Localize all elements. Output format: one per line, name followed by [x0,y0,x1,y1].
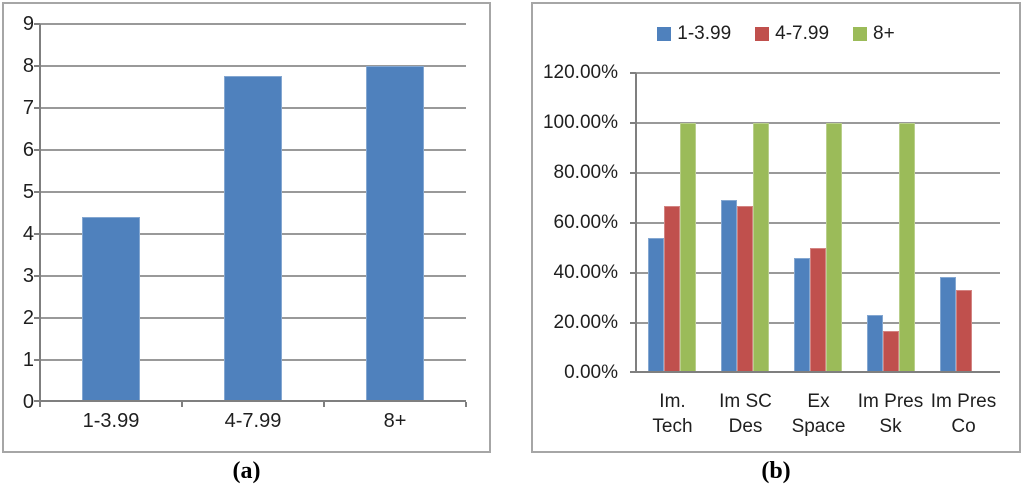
x-axis-tick [181,402,183,407]
y-axis-tick-label: 3 [22,265,34,287]
y-axis-tick [630,371,636,373]
y-axis-tick [630,272,636,274]
x-axis-category-label: Ex Space [791,391,846,437]
y-axis-tick-label: 7 [22,97,34,119]
legend-item-8plus: 8+ [853,23,895,45]
y-axis-tick [630,172,636,174]
y-axis-tick-label: 8 [22,55,34,77]
chart-b-plot-area [630,72,1000,373]
y-axis-tick-label: 6 [22,139,34,161]
x-axis-category-label: Im. Tech [652,391,693,437]
chart-b-bar [794,258,810,373]
y-axis-tick [34,107,40,109]
y-axis-tick-label: 60.00% [553,212,618,233]
chart-a-bar [366,66,424,402]
legend-label: 8+ [873,23,895,44]
y-axis-tick-label: 0 [22,391,34,413]
y-axis-tick [630,122,636,124]
x-axis-tick [39,402,41,407]
y-axis-tick [34,359,40,361]
gridline [636,222,1000,224]
gridline [40,65,466,67]
x-axis-category-label: 8+ [383,410,407,432]
y-axis-tick-label: 0.00% [564,362,618,383]
y-axis-tick [34,275,40,277]
y-axis-tick [34,400,40,402]
chart-b-bar [956,290,972,373]
y-axis-line [635,73,637,373]
y-axis-tick-label: 40.00% [553,262,618,283]
x-axis-category-label: 1-3.99 [82,410,140,432]
chart-a-bar [82,217,140,402]
x-axis-category-label: Im Pres Co [930,391,997,437]
y-axis-tick-label: 80.00% [553,162,618,183]
x-axis-tick [323,402,325,407]
chart-a-bar [224,76,282,402]
y-axis-tick [34,317,40,319]
chart-b-bar [680,123,696,373]
x-axis-category-label: Im SC Des [719,391,772,437]
chart-b-bar [648,238,664,373]
y-axis-tick-label: 2 [22,307,34,329]
x-axis-category-label: Im Pres Sk [857,391,924,437]
chart-a-x-axis-labels: 1-3.99 4-7.99 8+ [40,408,466,436]
y-axis-tick [34,191,40,193]
chart-b-legend: 1-3.99 4-7.99 8+ [533,22,1019,46]
gridline [40,23,466,25]
chart-b-bar [721,200,737,373]
y-axis-tick-label: 100.00% [542,112,618,133]
legend-swatch-red-icon [755,27,770,41]
y-axis-tick [34,149,40,151]
chart-a-panel: 0 1 2 3 4 5 6 7 8 9 1-3.99 4-7.99 8+ [2,2,491,453]
y-axis-tick [630,72,636,74]
legend-item-4-7.99: 4-7.99 [755,23,829,45]
chart-b-bar [810,248,826,373]
y-axis-tick-label: 20.00% [553,312,618,333]
y-axis-tick-label: 120.00% [542,62,618,83]
chart-b-bar [867,315,883,373]
x-axis-line [636,371,1000,373]
y-axis-tick-label: 5 [22,181,34,203]
y-axis-tick [34,23,40,25]
x-axis-category-label: 4-7.99 [224,410,282,432]
y-axis-tick [34,65,40,67]
chart-b-bar [940,277,956,373]
y-axis-line [39,24,41,407]
y-axis-tick [630,222,636,224]
x-axis-line [40,400,466,402]
chart-b-panel: 1-3.99 4-7.99 8+ 0.00% 20.00% 40.00% 60.00%… [531,2,1021,453]
legend-label: 4-7.99 [775,23,830,44]
y-axis-tick [630,322,636,324]
y-axis-tick-label: 9 [22,13,34,35]
gridline [636,122,1000,124]
legend-label: 1-3.99 [677,23,732,44]
gridline [636,172,1000,174]
legend-item-1-3.99: 1-3.99 [657,23,731,45]
x-axis-tick [465,402,467,407]
chart-b-bar [664,206,680,373]
caption-a: (a) [232,458,261,484]
chart-b-bar [737,206,753,373]
chart-a-y-axis-labels: 0 1 2 3 4 5 6 7 8 9 [8,13,34,413]
chart-b-bar [883,331,899,373]
y-axis-tick [34,233,40,235]
caption-b: (b) [761,458,791,484]
y-axis-tick-label: 4 [22,223,34,245]
legend-swatch-blue-icon [657,27,672,41]
y-axis-tick-label: 1 [22,349,34,371]
legend-swatch-green-icon [853,27,868,41]
chart-b-bar [899,123,915,373]
chart-a-plot-area [34,23,467,407]
gridline [636,72,1000,74]
chart-b-y-axis-labels: 0.00% 20.00% 40.00% 60.00% 80.00% 100.00% 120.… [533,62,618,383]
chart-b-bar [753,123,769,373]
chart-b-bar [826,123,842,373]
chart-b-x-axis-labels: Im. Tech Im SC Des Ex Space Im Pres Sk Im Pres Co [636,389,1000,441]
